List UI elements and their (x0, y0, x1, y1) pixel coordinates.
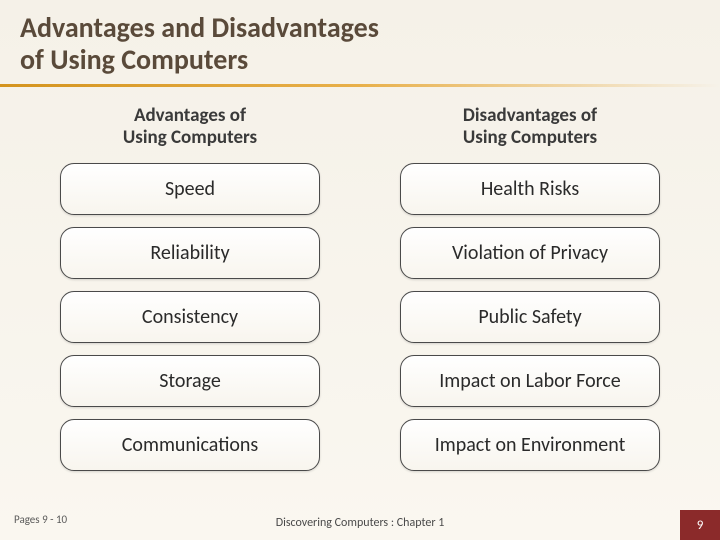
advantage-item: Communications (60, 419, 320, 471)
title-line-2: of Using Computers (20, 42, 248, 77)
footer-center-text: Discovering Computers : Chapter 1 (276, 516, 445, 530)
dis-header-line1: Disadvantages of (463, 104, 597, 127)
disadvantages-column: Disadvantages of Using Computers Health … (390, 105, 670, 483)
advantage-item: Speed (60, 163, 320, 215)
advantage-item: Consistency (60, 291, 320, 343)
disadvantages-header: Disadvantages of Using Computers (463, 105, 597, 149)
disadvantage-item: Impact on Environment (400, 419, 660, 471)
page-number-badge: 9 (680, 510, 720, 540)
disadvantage-item: Health Risks (400, 163, 660, 215)
advantage-item: Reliability (60, 227, 320, 279)
pages-reference: Pages 9 - 10 (14, 513, 67, 526)
title-underline (0, 84, 720, 87)
advantages-header: Advantages of Using Computers (123, 105, 257, 149)
disadvantage-item: Impact on Labor Force (400, 355, 660, 407)
advantage-item: Storage (60, 355, 320, 407)
disadvantage-item: Violation of Privacy (400, 227, 660, 279)
content-area: Advantages of Using Computers Speed Reli… (0, 105, 720, 483)
advantages-column: Advantages of Using Computers Speed Reli… (50, 105, 330, 483)
adv-header-line2: Using Computers (123, 126, 257, 149)
title-line-1: Advantages and Disadvantages (20, 10, 379, 45)
dis-header-line2: Using Computers (463, 126, 597, 149)
slide-title: Advantages and Disadvantages of Using Co… (0, 0, 720, 84)
disadvantage-item: Public Safety (400, 291, 660, 343)
adv-header-line1: Advantages of (134, 104, 246, 127)
